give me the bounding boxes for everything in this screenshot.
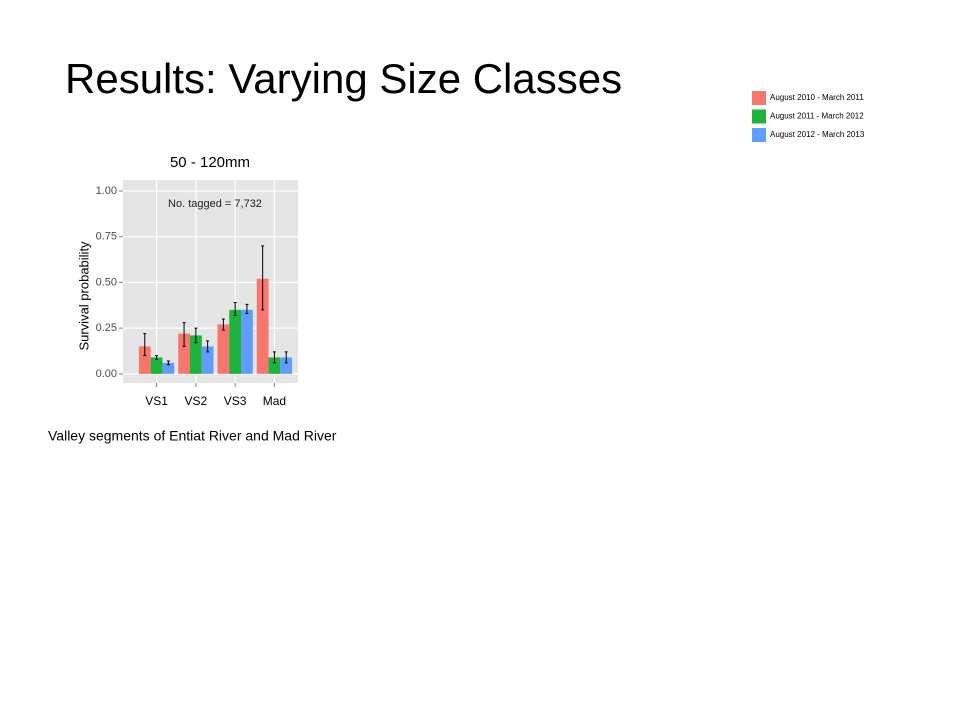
bar [201,346,214,374]
error-bar [194,327,198,344]
error-bar [206,340,210,353]
error-bar [245,303,249,315]
bar [217,324,230,374]
error-bar [143,333,147,357]
error-bar [182,322,186,347]
error-bar [221,318,225,331]
error-bar [261,245,265,311]
error-bar [272,351,276,364]
y-axis-label: Survival probability [76,241,91,351]
bar [229,309,242,374]
bar [138,346,151,374]
x-tick-label: VS2 [185,394,208,408]
error-bar [284,351,288,364]
y-tick-label: 0.25 [96,322,117,334]
legend-label: August 2012 - March 2013 [770,130,865,139]
bar [268,357,281,374]
bar [280,357,293,374]
annotation: No. tagged = 7,732 [168,198,262,210]
x-tick-label: Mad [263,394,286,408]
bar [150,357,163,374]
bar [178,333,190,374]
bar [189,335,202,374]
error-bar [233,302,237,316]
chart-title: 50 - 120mm [170,154,250,171]
bar [162,362,175,374]
legend-swatch [752,91,766,105]
y-tick-label: 0.00 [96,368,117,380]
legend-label: August 2011 - March 2012 [770,112,864,121]
slide-title: Results: Varying Size Classes [65,55,622,102]
legend-label: August 2010 - March 2011 [770,93,864,102]
error-bar [166,360,170,366]
legend-swatch [752,128,766,142]
x-tick-label: VS1 [145,394,168,408]
legend-swatch [752,109,766,124]
bar [241,309,253,374]
y-tick-label: 0.50 [96,276,117,288]
y-tick-label: 1.00 [96,185,117,197]
bar [256,278,269,374]
x-tick-label: VS3 [224,394,247,408]
caption: Valley segments of Entiat River and Mad … [48,428,337,444]
error-bar [155,355,159,360]
y-tick-label: 0.75 [96,231,117,243]
